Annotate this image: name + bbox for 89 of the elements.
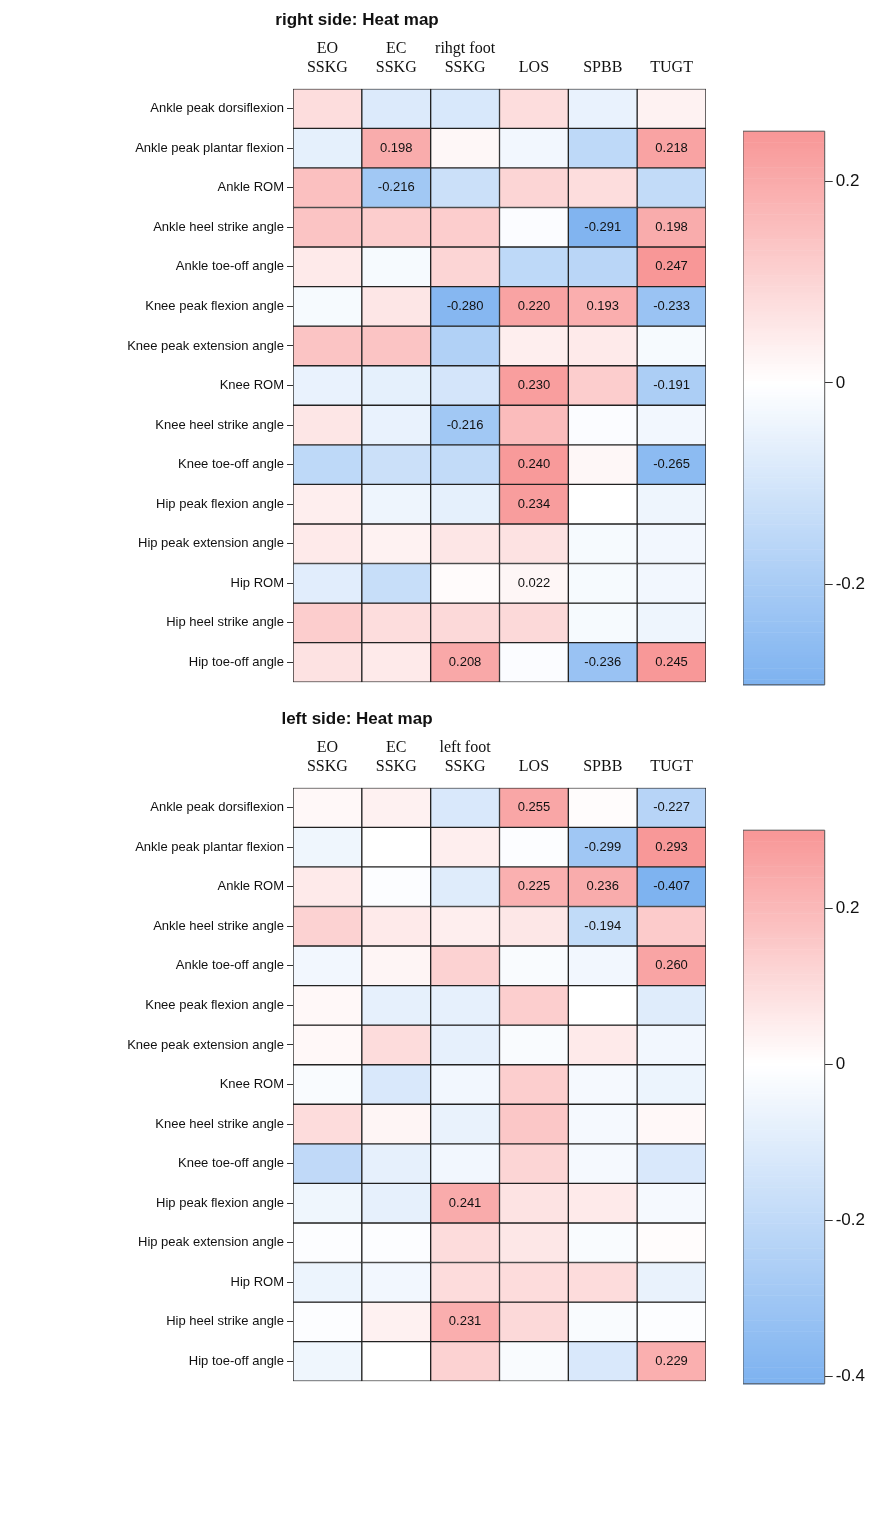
category-label: LOS [518,757,550,775]
category-label: TUGT [650,757,693,775]
color-bar-label: -0.4 [835,1365,865,1385]
data-label: 0.230 [517,377,551,393]
chart-title: right side: Heat map [275,9,439,29]
data-label: 0.231 [448,1313,482,1329]
y-tick-label: Hip ROM [230,1273,284,1289]
category-label: EO [316,39,339,57]
y-tick-label: Knee peak flexion angle [145,297,284,313]
y-tick-label: Ankle ROM [217,878,284,894]
data-label: 0.260 [655,957,688,973]
y-tick-label: Ankle ROM [217,179,284,195]
data-label: 0.022 [517,574,551,590]
category-label: EO [316,738,339,756]
data-label: -0.233 [653,297,691,313]
data-label: -0.291 [584,218,622,234]
y-tick-label: Knee peak flexion angle [145,996,284,1012]
data-label: 0.234 [517,495,551,511]
y-tick-label: Knee peak extension angle [127,337,284,353]
data-label: 0.255 [517,799,551,815]
data-label: -0.265 [653,456,691,472]
y-tick-label: Knee heel strike angle [155,1115,284,1131]
chart-title: left side: Heat map [281,708,433,728]
category-label: SSKG [306,757,348,775]
category-label: EC [386,39,407,57]
data-label: -0.227 [653,799,691,815]
y-tick-label: Hip peak extension angle [138,535,284,551]
y-tick-label: Hip toe-off angle [188,654,284,669]
y-tick-label: Knee ROM [219,1076,284,1092]
category-label: SPBB [583,58,623,76]
data-label: 0.225 [517,878,551,894]
data-label: -0.216 [377,179,415,195]
category-label: rihgt foot [435,39,496,57]
y-tick-label: Knee toe-off angle [177,1155,284,1171]
category-label: LOS [518,58,550,76]
y-tick-label: Knee peak extension angle [127,1036,284,1052]
data-label: 0.193 [586,297,620,313]
data-label: -0.236 [584,654,622,669]
y-tick-label: Hip peak flexion angle [156,1194,284,1210]
y-tick-label: Hip heel strike angle [166,614,284,630]
data-label: -0.216 [446,416,484,432]
color-bar-label: 0.2 [835,171,860,191]
color-bar-label: 0 [835,1053,846,1073]
category-label: left foot [439,738,491,756]
data-label: 0.208 [448,654,482,669]
data-label: 0.220 [517,297,551,313]
data-label: -0.280 [446,297,484,313]
data-label: -0.194 [584,917,622,933]
data-label: -0.191 [653,377,691,393]
y-tick-label: Ankle toe-off angle [175,957,284,973]
data-label: 0.293 [655,838,688,854]
y-tick-label: Ankle toe-off angle [175,258,284,274]
y-tick-label: Ankle heel strike angle [153,917,284,933]
color-bar-label: -0.2 [835,573,865,593]
category-label: SSKG [375,58,417,76]
y-tick-label: Ankle peak dorsiflexion [150,799,284,815]
data-label: 0.229 [655,1353,688,1368]
color-bar-label: -0.2 [835,1209,865,1229]
y-tick-label: Hip heel strike angle [166,1313,284,1329]
y-tick-label: Knee heel strike angle [155,416,284,432]
data-label: 0.198 [379,139,413,155]
category-label: SPBB [583,757,623,775]
data-label: 0.240 [517,456,551,472]
data-label: 0.241 [448,1194,482,1210]
y-tick-label: Hip peak extension angle [138,1234,284,1250]
color-bar-label: 0 [835,372,846,392]
y-tick-label: Hip ROM [230,574,284,590]
category-label: SSKG [306,58,348,76]
y-tick-label: Knee toe-off angle [177,456,284,472]
category-label: SSKG [444,58,486,76]
data-label: 0.247 [655,258,688,274]
category-label: EC [386,738,407,756]
data-label: -0.299 [584,838,622,854]
y-tick-label: Hip peak flexion angle [156,495,284,511]
color-bar-label: 0.2 [835,897,860,917]
category-label: SSKG [375,757,417,775]
category-label: SSKG [444,757,486,775]
data-label: 0.218 [655,139,688,155]
y-tick-label: Ankle heel strike angle [153,218,284,234]
data-label: -0.407 [653,878,691,894]
data-label: 0.236 [586,878,620,894]
data-label: 0.245 [655,654,688,669]
y-tick-label: Hip toe-off angle [188,1353,284,1368]
y-tick-label: Ankle peak plantar flexion [135,139,284,155]
y-tick-label: Ankle peak dorsiflexion [150,100,284,116]
y-tick-label: Knee ROM [219,377,284,393]
data-label: 0.198 [655,218,688,234]
y-tick-label: Ankle peak plantar flexion [135,838,284,854]
category-label: TUGT [650,58,693,76]
